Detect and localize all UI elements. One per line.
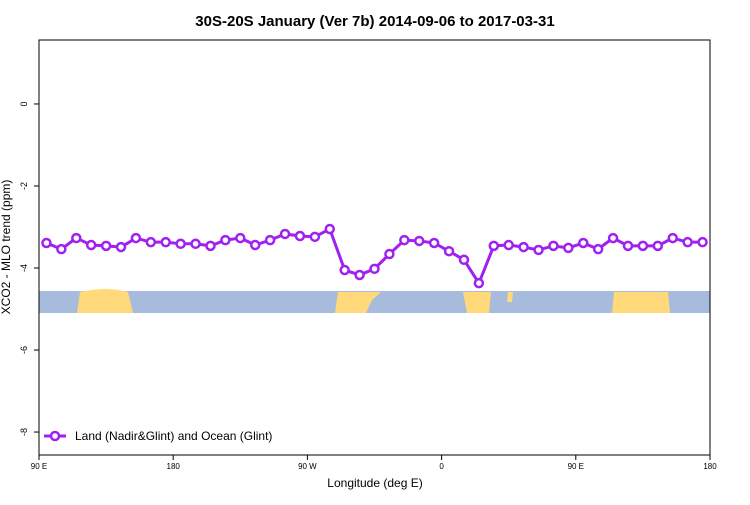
data-point	[548, 240, 559, 252]
data-point	[309, 231, 321, 243]
land-ocean-strip	[39, 289, 710, 313]
data-point	[205, 240, 216, 252]
data-point	[399, 234, 410, 246]
data-point	[324, 223, 336, 235]
data-point	[443, 245, 455, 257]
x-tick-label: 180	[167, 462, 181, 471]
data-point	[578, 237, 589, 249]
data-point	[563, 242, 574, 254]
data-point	[145, 236, 157, 248]
y-tick-label: -2	[19, 182, 29, 190]
data-point	[220, 234, 231, 246]
data-point	[130, 232, 142, 244]
data-point	[607, 232, 619, 244]
series-line	[45, 226, 703, 287]
x-axis-label: Longitude (deg E)	[327, 476, 422, 490]
data-point	[413, 235, 425, 247]
data-point	[518, 241, 529, 253]
data-point	[488, 240, 500, 252]
data-point	[56, 243, 67, 255]
data-point	[100, 240, 112, 252]
data-point	[652, 240, 664, 252]
x-tick-label: 180	[703, 462, 717, 471]
x-tick-label: 0	[439, 462, 444, 471]
data-point	[115, 241, 127, 253]
data-point	[160, 236, 171, 248]
chart-title: 30S-20S January (Ver 7b) 2014-09-06 to 2…	[195, 13, 554, 30]
data-point	[294, 230, 306, 242]
data-point	[622, 240, 634, 252]
data-point	[533, 244, 544, 256]
data-point	[354, 269, 365, 281]
y-tick-label: -8	[19, 428, 29, 436]
data-point	[264, 234, 276, 246]
data-point	[41, 237, 52, 249]
data-point	[667, 232, 678, 244]
data-point	[339, 264, 350, 276]
data-point	[369, 263, 380, 275]
data-point	[235, 232, 246, 244]
data-point	[249, 239, 261, 251]
data-point	[279, 228, 291, 240]
data-point	[682, 236, 693, 248]
data-point	[637, 240, 649, 252]
legend-label: Land (Nadir&Glint) and Ocean (Glint)	[75, 429, 272, 443]
data-point	[428, 237, 440, 249]
y-tick-label: 0	[19, 101, 29, 106]
data-point	[175, 238, 186, 250]
data-point	[384, 248, 395, 260]
data-point	[697, 236, 708, 248]
data-point	[71, 232, 82, 244]
legend: Land (Nadir&Glint) and Ocean (Glint)	[44, 429, 272, 443]
x-tick-label: 90 W	[298, 462, 317, 471]
x-tick-label: 90 E	[31, 462, 47, 471]
data-point	[190, 238, 201, 250]
legend-marker	[49, 430, 61, 442]
data-point	[503, 239, 514, 251]
data-point	[473, 277, 485, 289]
y-axis-label: XCO2 - MLO trend (ppm)	[0, 180, 13, 315]
y-tick-label: -6	[19, 346, 29, 354]
x-tick-label: 90 E	[568, 462, 584, 471]
plot-frame	[38, 39, 711, 456]
y-tick-label: -4	[19, 264, 29, 272]
data-point	[592, 243, 604, 255]
data-point	[458, 254, 470, 266]
data-point	[85, 239, 97, 251]
